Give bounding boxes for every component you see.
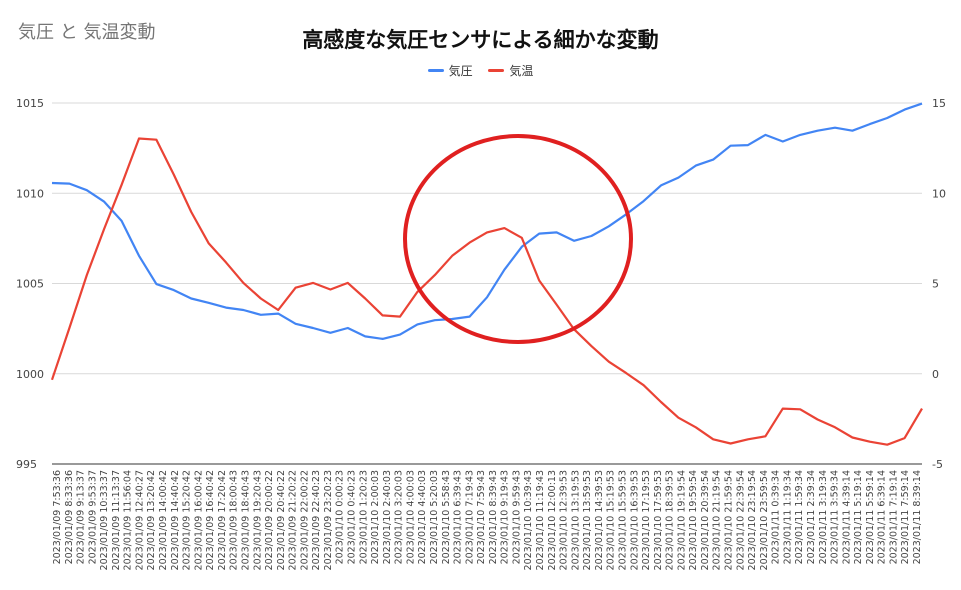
- x-tick-label: 2023/01/10 2:00:03: [370, 470, 381, 564]
- x-tick-label: 2023/01/09 20:00:22: [264, 470, 275, 570]
- x-tick-label: 2023/01/10 13:19:53: [570, 470, 581, 570]
- x-tick-label: 2023/01/10 4:40:03: [417, 470, 428, 564]
- x-tick-label: 2023/01/09 11:13:37: [111, 470, 122, 570]
- x-tick-label: 2023/01/09 20:40:22: [276, 470, 287, 570]
- x-tick-label: 2023/01/10 15:59:53: [617, 470, 628, 570]
- x-tick-label: 2023/01/09 16:00:42: [193, 470, 204, 570]
- x-tick-label: 2023/01/10 2:40:03: [382, 470, 393, 564]
- x-tick-label: 2023/01/09 14:00:42: [158, 470, 169, 570]
- x-tick-label: 2023/01/10 18:39:53: [665, 470, 676, 570]
- x-tick-label: 2023/01/11 8:39:14: [912, 470, 923, 564]
- x-tick-label: 2023/01/10 0:00:23: [335, 470, 346, 564]
- series-line-temperature: [50, 137, 923, 446]
- x-tick-label: 2023/01/10 8:39:43: [488, 470, 499, 564]
- legend-swatch-temperature: [488, 69, 505, 72]
- x-tick-label: 2023/01/10 16:39:53: [629, 470, 640, 570]
- x-tick-label: 2023/01/09 14:40:42: [170, 470, 181, 570]
- x-tick-label: 2023/01/10 10:39:43: [523, 470, 534, 570]
- x-tick-label: 2023/01/10 9:59:43: [511, 470, 522, 564]
- x-tick-label: 2023/01/10 20:39:54: [700, 470, 711, 570]
- y-left-tick-label: 995: [16, 458, 37, 471]
- x-tick-label: 2023/01/11 3:59:34: [830, 470, 841, 564]
- x-tick-label: 2023/01/10 4:00:03: [405, 470, 416, 564]
- legend-item-pressure: 気圧: [427, 62, 473, 79]
- x-tick-label: 2023/01/09 16:40:42: [205, 470, 216, 570]
- legend-swatch-pressure: [427, 69, 444, 72]
- x-tick-label: 2023/01/09 8:33:36: [64, 470, 75, 564]
- x-tick-label: 2023/01/09 7:53:36: [52, 470, 63, 564]
- x-tick-label: 2023/01/11 1:59:34: [794, 470, 805, 564]
- x-tick-label: 2023/01/11 5:59:14: [865, 470, 876, 564]
- y-left-tick-label: 1000: [16, 368, 44, 381]
- y-right-tick-label: 5: [932, 278, 939, 291]
- y-right-tick-label: 0: [932, 368, 939, 381]
- x-tick-label: 2023/01/10 7:19:43: [464, 470, 475, 564]
- x-tick-label: 2023/01/09 17:20:42: [217, 470, 228, 570]
- x-tick-label: 2023/01/11 4:39:14: [841, 470, 852, 564]
- x-tick-label: 2023/01/09 18:00:43: [229, 470, 240, 570]
- x-tick-label: 2023/01/09 9:13:37: [76, 470, 87, 564]
- sheet-title: 気圧 と 気温変動: [18, 22, 156, 43]
- legend-label-temperature: 気温: [509, 64, 534, 78]
- legend-label-pressure: 気圧: [448, 64, 473, 78]
- x-tick-label: 2023/01/11 1:19:34: [782, 470, 793, 564]
- highlight-circle: [403, 134, 633, 344]
- x-tick-label: 2023/01/10 9:19:43: [500, 470, 511, 564]
- x-tick-label: 2023/01/11 0:39:34: [771, 470, 782, 564]
- x-tick-label: 2023/01/10 5:20:03: [429, 470, 440, 564]
- x-tick-label: 2023/01/10 22:39:54: [735, 470, 746, 570]
- x-tick-label: 2023/01/11 7:59:14: [900, 470, 911, 564]
- x-tick-label: 2023/01/10 11:19:43: [535, 470, 546, 570]
- x-tick-label: 2023/01/10 5:58:43: [441, 470, 452, 564]
- x-tick-label: 2023/01/10 7:59:43: [476, 470, 487, 564]
- y-left-tick-label: 1010: [16, 187, 44, 200]
- x-tick-label: 2023/01/09 19:20:43: [252, 470, 263, 570]
- x-tick-label: 2023/01/09 23:20:23: [323, 470, 334, 570]
- x-tick-label: 2023/01/10 12:00:13: [547, 470, 558, 570]
- x-tick-label: 2023/01/09 11:56:04: [123, 470, 134, 570]
- x-tick-label: 2023/01/10 23:59:54: [759, 470, 770, 570]
- x-tick-label: 2023/01/10 23:19:54: [747, 470, 758, 570]
- y-right-tick-label: 15: [932, 97, 946, 110]
- x-tick-label: 2023/01/10 13:59:53: [582, 470, 593, 570]
- x-tick-label: 2023/01/11 7:19:14: [888, 470, 899, 564]
- x-tick-label: 2023/01/10 21:19:54: [712, 470, 723, 570]
- y-left-tick-label: 1005: [16, 278, 44, 291]
- x-tick-label: 2023/01/10 19:59:54: [688, 470, 699, 570]
- x-tick-label: 2023/01/09 13:20:42: [146, 470, 157, 570]
- x-tick-label: 2023/01/11 6:39:14: [877, 470, 888, 564]
- x-tick-label: 2023/01/09 21:20:22: [288, 470, 299, 570]
- x-tick-label: 2023/01/10 19:19:54: [676, 470, 687, 570]
- legend-item-temperature: 気温: [488, 62, 533, 79]
- x-tick-label: 2023/01/10 6:39:43: [453, 470, 464, 564]
- x-tick-label: 2023/01/11 2:39:34: [806, 470, 817, 564]
- x-tick-label: 2023/01/09 22:40:23: [311, 470, 322, 570]
- y-right-tick-label: 10: [932, 187, 946, 200]
- legend: 気圧 気温: [0, 61, 961, 79]
- x-tick-label: 2023/01/10 3:20:03: [394, 470, 405, 564]
- x-tick-label: 2023/01/10 15:19:53: [606, 470, 617, 570]
- x-tick-label: 2023/01/09 22:00:22: [299, 470, 310, 570]
- series-line-pressure: [51, 102, 923, 340]
- x-tick-label: 2023/01/11 5:19:14: [853, 470, 864, 564]
- y-right-tick-label: -5: [932, 458, 943, 471]
- x-tick-label: 2023/01/10 14:39:53: [594, 470, 605, 570]
- x-tick-label: 2023/01/09 15:20:42: [182, 470, 193, 570]
- x-tick-label: 2023/01/11 3:19:34: [818, 470, 829, 564]
- x-tick-label: 2023/01/09 9:53:37: [87, 470, 98, 564]
- x-tick-label: 2023/01/10 1:20:23: [358, 470, 369, 564]
- y-left-tick-label: 1015: [16, 97, 44, 110]
- x-tick-label: 2023/01/10 17:59:53: [653, 470, 664, 570]
- x-tick-label: 2023/01/10 21:59:54: [724, 470, 735, 570]
- x-tick-label: 2023/01/10 0:40:23: [347, 470, 358, 564]
- chart-title: 高感度な気圧センサによる細かな変動: [302, 28, 659, 52]
- x-tick-label: 2023/01/10 17:19:53: [641, 470, 652, 570]
- x-tick-label: 2023/01/09 10:33:37: [99, 470, 110, 570]
- x-tick-label: 2023/01/09 12:40:27: [134, 470, 145, 570]
- x-tick-label: 2023/01/10 12:39:53: [559, 470, 570, 570]
- x-tick-label: 2023/01/09 18:40:43: [240, 470, 251, 570]
